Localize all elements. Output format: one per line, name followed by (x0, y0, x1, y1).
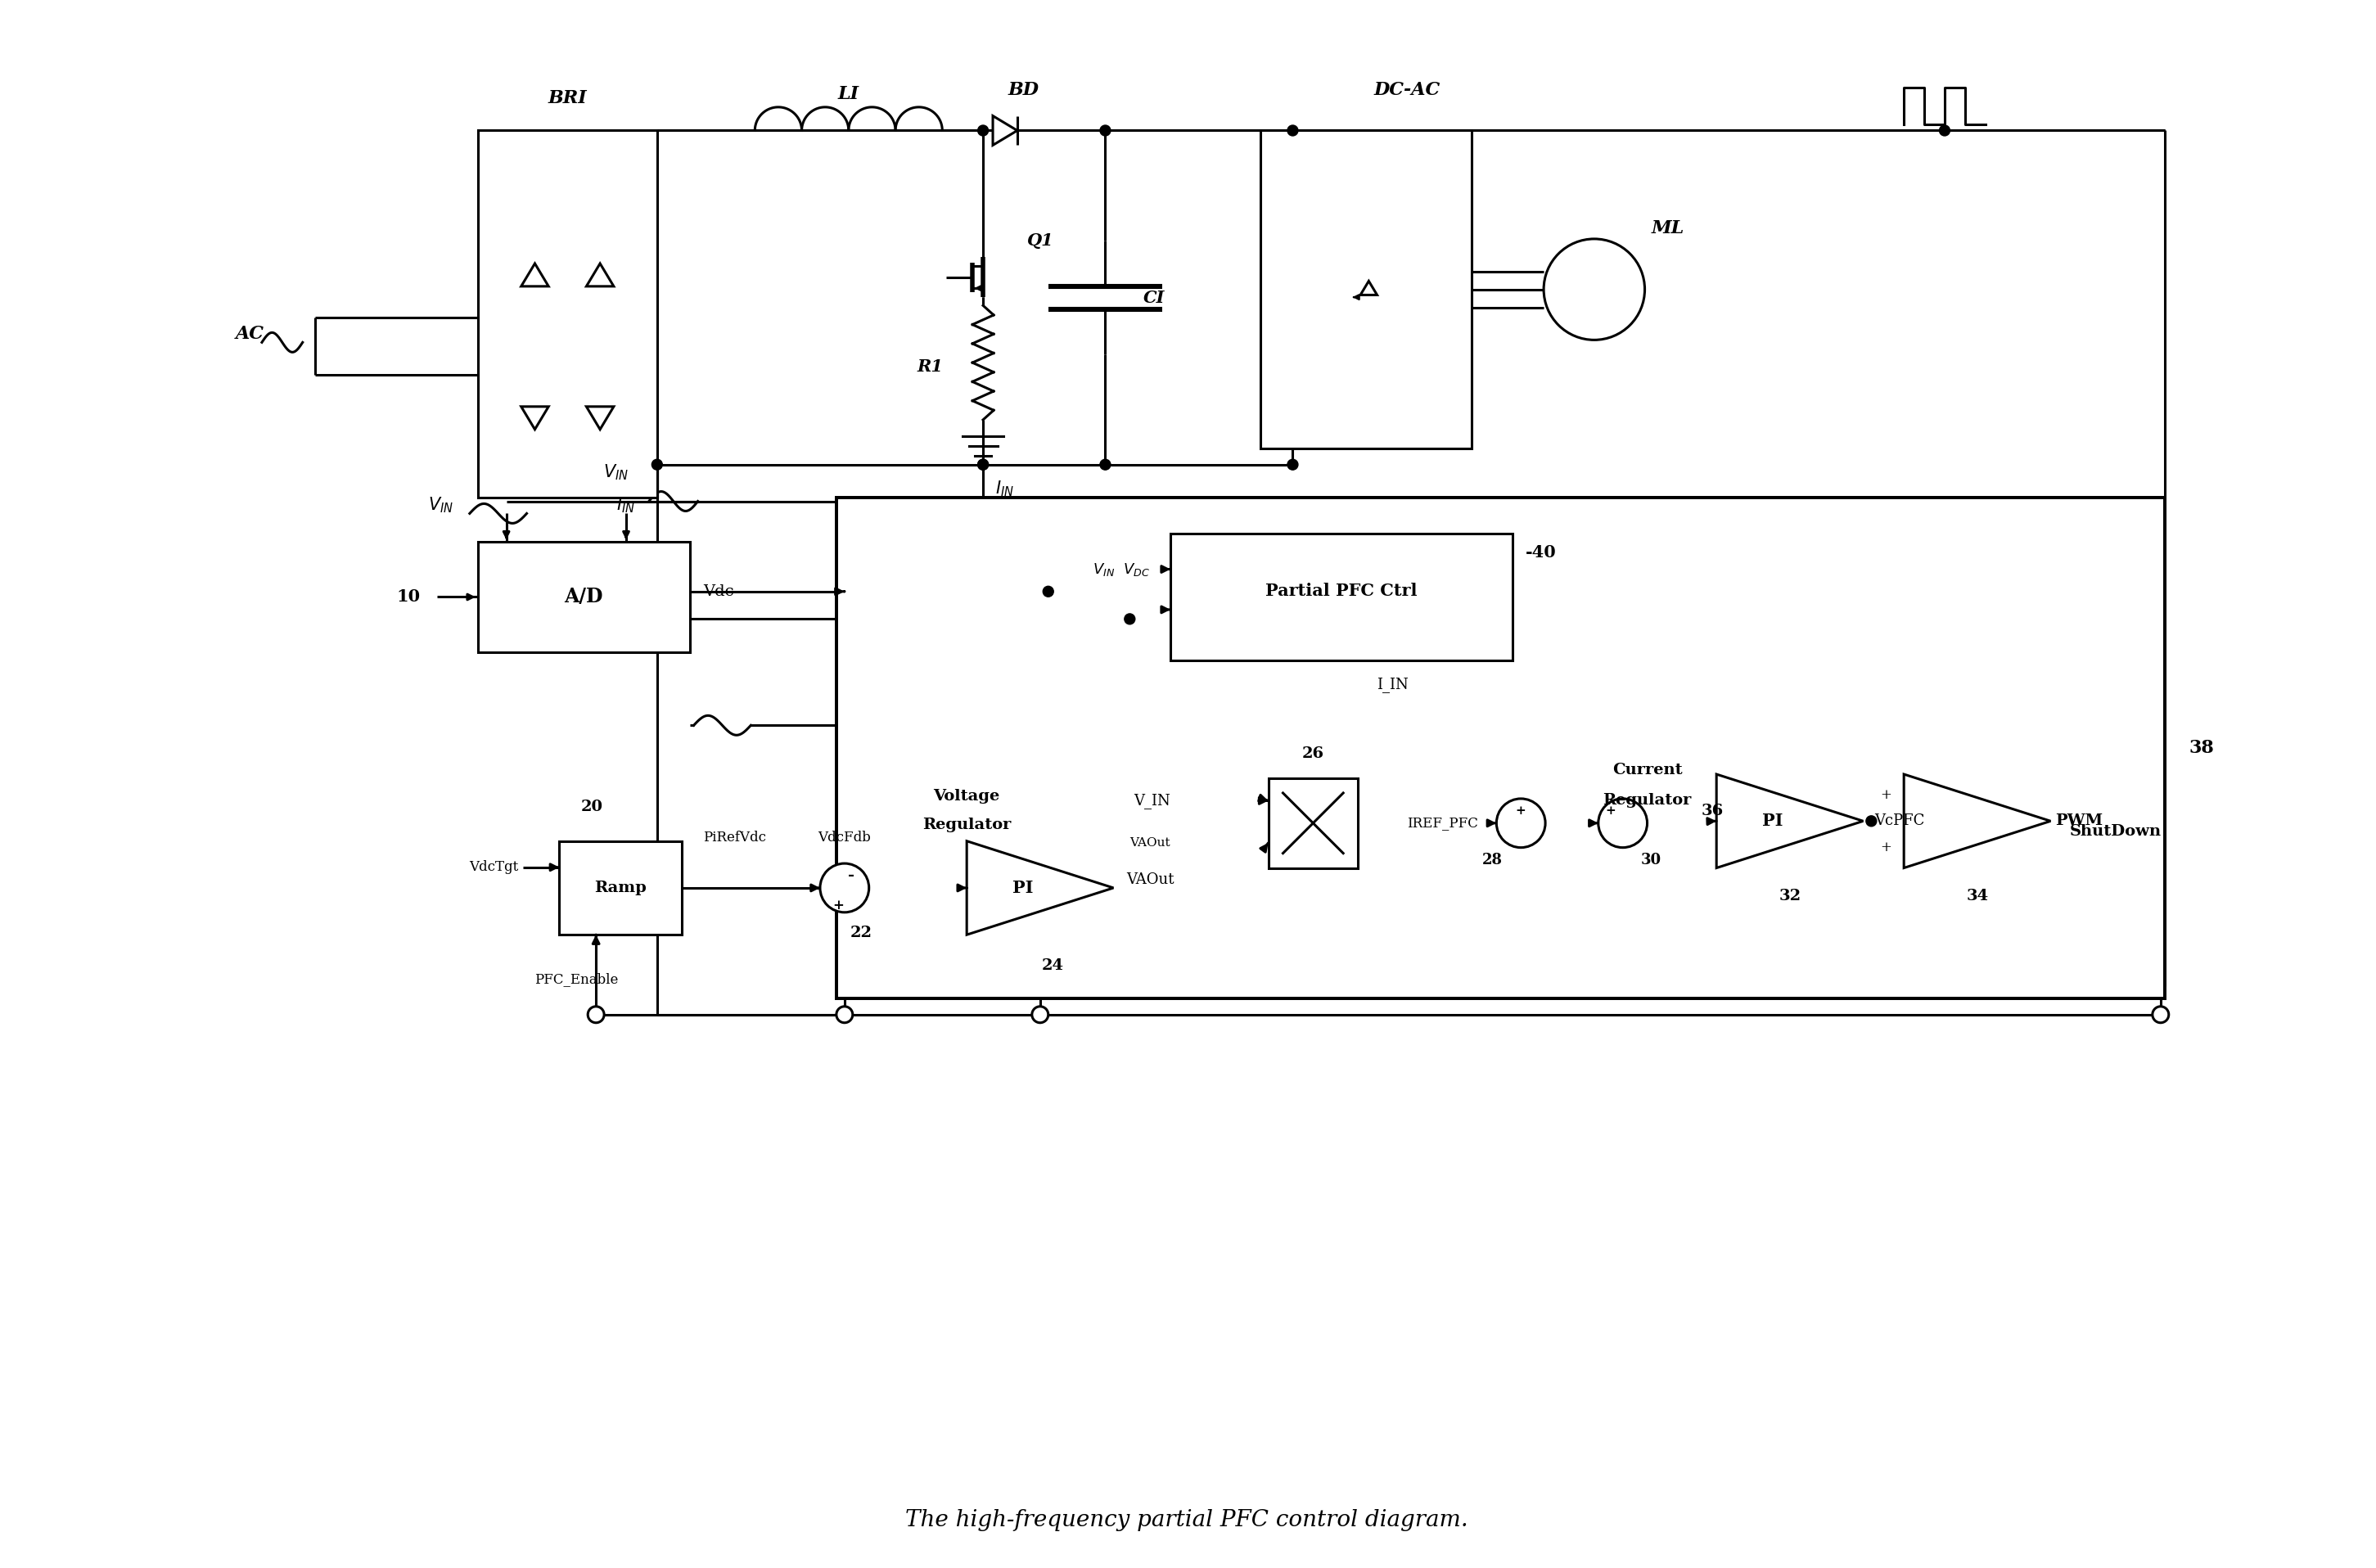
Bar (558, 840, 682, 935)
Text: 30: 30 (1642, 853, 1661, 867)
Text: +: + (1879, 787, 1891, 801)
Circle shape (1100, 459, 1110, 470)
Circle shape (820, 864, 870, 913)
Text: VcPFC: VcPFC (1875, 814, 1925, 828)
Text: 26: 26 (1302, 746, 1323, 760)
Circle shape (979, 459, 988, 470)
Text: VAOut: VAOut (1131, 837, 1171, 848)
Text: -: - (848, 869, 855, 883)
Text: VdcTgt: VdcTgt (468, 861, 518, 875)
Text: ShutDown: ShutDown (2069, 823, 2162, 839)
Text: -40: -40 (1525, 544, 1556, 561)
Bar (1171, 533, 1514, 660)
Text: CI: CI (1143, 290, 1164, 306)
Circle shape (979, 125, 988, 136)
Circle shape (1031, 1007, 1048, 1022)
Text: Regulator: Regulator (1604, 793, 1692, 808)
Text: Partial PFC Ctrl: Partial PFC Ctrl (1266, 582, 1418, 599)
Circle shape (1497, 798, 1544, 848)
Text: 34: 34 (1965, 889, 1989, 903)
Text: VdcFdb: VdcFdb (817, 831, 872, 844)
Circle shape (1288, 125, 1297, 136)
Text: +: + (1879, 840, 1891, 855)
Polygon shape (587, 406, 613, 430)
Text: V_IN: V_IN (1133, 793, 1171, 809)
Text: 22: 22 (851, 925, 872, 941)
Polygon shape (587, 263, 613, 287)
Circle shape (1544, 238, 1644, 340)
Text: Ramp: Ramp (594, 881, 646, 895)
Circle shape (1043, 586, 1053, 597)
Circle shape (1124, 613, 1136, 624)
Text: $I_{IN}$: $I_{IN}$ (618, 495, 634, 514)
Text: ML: ML (1651, 220, 1685, 237)
Polygon shape (1903, 775, 2050, 869)
Text: VAOut: VAOut (1126, 872, 1174, 887)
Text: +: + (1606, 804, 1616, 817)
Text: Regulator: Regulator (922, 817, 1012, 833)
Text: Q1: Q1 (1026, 232, 1053, 249)
Text: I_IN: I_IN (1378, 677, 1409, 693)
Text: LI: LI (839, 85, 860, 103)
Polygon shape (967, 840, 1114, 935)
Text: 36: 36 (1701, 803, 1723, 818)
Circle shape (1865, 815, 1877, 826)
Circle shape (2153, 1007, 2169, 1022)
Text: AC: AC (235, 325, 264, 343)
Text: 38: 38 (2188, 739, 2214, 757)
Bar (836, 497, 2165, 999)
Circle shape (1100, 125, 1110, 136)
Circle shape (651, 459, 663, 470)
Text: The high-frequency partial PFC control diagram.: The high-frequency partial PFC control d… (905, 1508, 1468, 1530)
Text: 20: 20 (580, 800, 604, 814)
Text: Voltage: Voltage (934, 789, 1000, 803)
Text: BRI: BRI (549, 89, 587, 107)
Text: R1: R1 (917, 359, 943, 375)
Text: Vdc: Vdc (703, 585, 734, 599)
Text: DC-AC: DC-AC (1373, 82, 1440, 99)
Text: IREF_PFC: IREF_PFC (1407, 817, 1478, 829)
Text: 32: 32 (1780, 889, 1801, 903)
Text: BD: BD (1007, 82, 1038, 99)
Text: PFC_Enable: PFC_Enable (535, 972, 618, 986)
Polygon shape (1361, 281, 1378, 295)
Text: $V_{IN}$: $V_{IN}$ (428, 495, 454, 514)
Polygon shape (1715, 775, 1863, 869)
Text: PWM: PWM (2055, 814, 2103, 828)
Text: $V_{IN}$  $V_{DC}$: $V_{IN}$ $V_{DC}$ (1093, 561, 1150, 577)
Circle shape (1939, 125, 1951, 136)
Text: PI: PI (1012, 880, 1034, 895)
Bar (1269, 778, 1359, 869)
Circle shape (836, 1007, 853, 1022)
Text: PI: PI (1761, 812, 1782, 829)
Circle shape (1599, 798, 1647, 848)
Polygon shape (520, 406, 549, 430)
Text: 24: 24 (1041, 958, 1064, 974)
Text: +: + (832, 898, 843, 913)
Text: A/D: A/D (565, 586, 604, 607)
Text: $V_{IN}$: $V_{IN}$ (604, 463, 630, 483)
Bar (478, 130, 658, 497)
Text: Current: Current (1613, 762, 1682, 778)
Text: 28: 28 (1483, 853, 1502, 867)
Text: $I_{IN}$: $I_{IN}$ (996, 480, 1015, 499)
Circle shape (587, 1007, 604, 1022)
Bar (478, 543, 689, 652)
Polygon shape (520, 263, 549, 287)
Polygon shape (993, 116, 1017, 146)
Bar (1259, 130, 1473, 448)
Text: +: + (1516, 804, 1525, 817)
Circle shape (1288, 459, 1297, 470)
Text: 10: 10 (397, 590, 421, 605)
Circle shape (979, 459, 988, 470)
Text: PiRefVdc: PiRefVdc (703, 831, 765, 844)
